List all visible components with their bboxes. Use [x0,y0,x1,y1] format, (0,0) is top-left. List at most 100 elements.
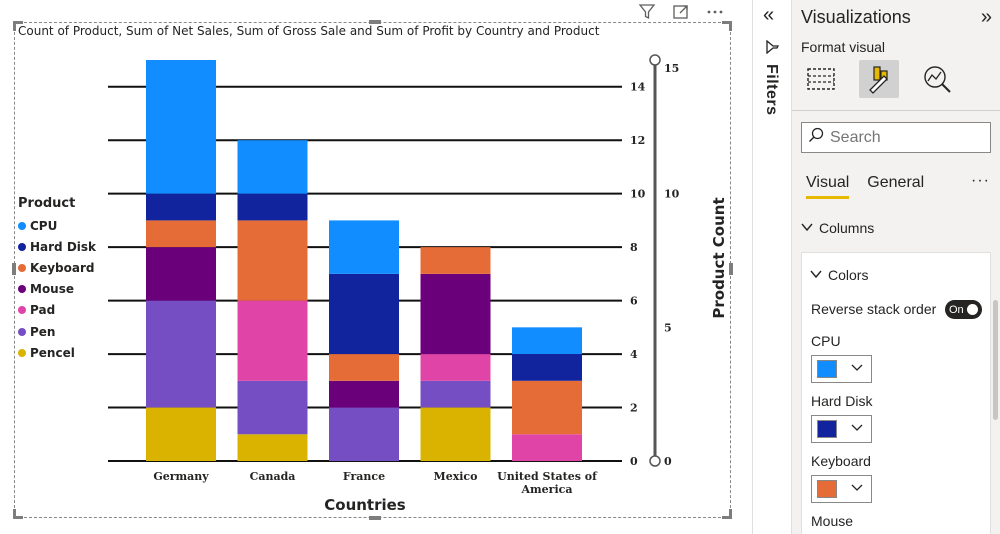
legend-title: Product [18,196,76,211]
analytics-icon[interactable] [917,60,957,98]
bar-segment [512,434,582,461]
chart-plot: 0 2 4 6 8 10 12 14 Germany Canada France Mexico Unit… [108,54,728,514]
expand-pane-icon[interactable]: » [980,6,992,28]
legend-label: CPU [30,218,58,233]
filters-label[interactable]: Filters [763,64,780,116]
resize-handle-top-right[interactable] [722,21,732,31]
collapse-filters-icon[interactable]: « [763,4,775,26]
legend-marker [18,242,26,251]
legend-item[interactable]: CPU [18,215,96,236]
visualizations-pane: Visualizations » Format visual Visual Ge… [792,0,1000,534]
report-canvas: Count of Product, Sum of Net Sales, Sum … [0,0,752,534]
filter-pane-funnel-icon [766,39,780,58]
bar-segment [420,273,491,355]
columns-section-label: Columns [819,220,875,236]
bar-segment [146,300,216,408]
legend-marker [18,285,26,294]
bar-segment [146,407,216,461]
x-tick-label: Canada [250,470,296,483]
visual-header [636,2,726,22]
x-axis-title: Countries [324,496,406,514]
resize-handle-left[interactable] [12,263,16,275]
resize-handle-bottom-right[interactable] [722,509,732,519]
bar-segment [146,60,216,194]
legend-label: Hard Disk [30,239,97,254]
bar-segment [237,380,308,435]
bar-segment [146,220,216,248]
legend-item[interactable]: Hard Disk [18,236,96,257]
color-swatch [817,480,837,498]
reverse-stack-order-toggle[interactable]: On [945,300,982,319]
resize-handle-bottom[interactable] [369,516,381,520]
tab-general[interactable]: General [867,174,925,191]
filters-pane: « Filters [752,0,792,534]
chevron-down-icon [851,420,863,438]
search-input[interactable] [830,128,980,147]
bar-segment [329,354,399,381]
bar-segment [420,407,491,461]
chevron-down-icon [810,267,822,283]
chart-title: Count of Product, Sum of Net Sales, Sum … [18,24,600,38]
colors-section-header[interactable]: Colors [810,267,868,283]
y-tick-label: 6 [630,295,638,308]
format-visual-label: Format visual [801,39,886,55]
color-swatch [817,420,837,438]
legend-item[interactable]: Keyboard [18,257,96,278]
chevron-down-icon [851,360,863,378]
legend-item[interactable]: Pen [18,321,96,342]
resize-handle-top[interactable] [369,20,381,24]
color-label-keyboard: Keyboard [811,453,871,469]
legend-item[interactable]: Pencel [18,342,96,363]
y-tick-label: 12 [630,134,645,147]
resize-handle-right[interactable] [729,263,733,275]
legend-label: Mouse [30,282,75,297]
bar-segment [237,140,308,194]
y-tick-label: 0 [630,455,638,468]
color-picker-hard-disk[interactable] [811,415,872,443]
secondary-tick-label: 10 [664,188,680,201]
bar-segment [329,380,399,408]
y-tick-label: 14 [630,81,646,94]
legend-label: Keyboard [30,260,95,275]
tab-visual[interactable]: Visual [806,174,850,199]
legend-marker [18,263,26,272]
toggle-label: On [949,303,964,316]
color-picker-cpu[interactable] [811,355,872,383]
resize-handle-bottom-left[interactable] [13,509,23,519]
color-picker-keyboard[interactable] [811,475,872,503]
format-search-box[interactable] [801,122,991,153]
bar-segment [329,220,399,274]
legend-label: Pencel [30,345,75,360]
bar-segment [329,407,399,461]
chart-legend: Product CPU Hard Disk Keyboard Mouse Pad Pen P… [18,196,96,363]
legend-marker [18,348,26,357]
focus-mode-icon[interactable] [670,2,692,22]
format-visual-icon[interactable] [859,60,899,98]
y-tick-label: 8 [630,241,638,254]
legend-marker [18,327,26,336]
legend-item[interactable]: Mouse [18,279,96,300]
more-options-icon[interactable]: ··· [971,172,990,189]
toggle-knob [967,304,978,315]
legend-item[interactable]: Pad [18,300,96,321]
build-visual-icon[interactable] [801,60,841,98]
colors-section-label: Colors [828,267,869,283]
viz-pane-title: Visualizations [801,7,911,27]
bar-segment [512,380,582,435]
bar-segment [146,247,216,301]
pane-scrollbar[interactable] [993,300,998,420]
legend-label: Pen [30,324,56,339]
chevron-down-icon [801,220,813,236]
secondary-tick-label: 5 [664,321,672,334]
y-tick-label: 2 [630,402,638,415]
filter-icon[interactable] [636,2,658,22]
bar-segment [420,247,491,274]
more-options-icon[interactable] [704,2,726,22]
y-tick-label: 10 [630,188,646,201]
secondary-tick-label: 0 [664,455,672,468]
resize-handle-top-left[interactable] [13,21,23,31]
columns-section-header[interactable]: Columns [801,220,874,236]
format-tabs: Visual General [806,174,924,199]
color-label-mouse: Mouse [811,513,854,529]
